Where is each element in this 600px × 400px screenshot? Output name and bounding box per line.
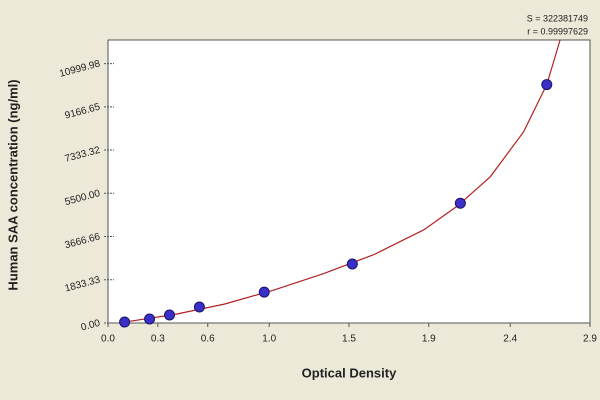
x-tick-label: 1.5	[342, 334, 356, 345]
x-tick-label: 2.9	[583, 334, 597, 345]
y-axis-title: Human SAA concentration (ng/ml)	[5, 79, 20, 290]
data-point	[258, 286, 270, 298]
plot-area	[107, 39, 591, 324]
data-point	[119, 316, 131, 328]
x-tick-label: 0.0	[101, 334, 115, 345]
data-point	[163, 309, 175, 321]
annotation: S = 322381749	[527, 13, 588, 23]
x-axis-title: Optical Density	[302, 365, 397, 380]
data-point	[144, 313, 156, 325]
data-point	[346, 258, 358, 270]
x-tick-label: 0.6	[201, 334, 215, 345]
y-tick-label: 0.00	[80, 318, 102, 334]
annotation: r = 0.99997629	[527, 26, 588, 36]
data-point	[193, 301, 205, 313]
fit-curve	[124, 39, 561, 323]
x-tick-label: 1.0	[262, 334, 276, 345]
x-tick-label: 1.9	[422, 334, 436, 345]
data-point	[454, 197, 466, 209]
x-tick-label: 2.4	[503, 334, 517, 345]
data-point	[541, 79, 553, 91]
x-tick-label: 0.3	[151, 334, 165, 345]
